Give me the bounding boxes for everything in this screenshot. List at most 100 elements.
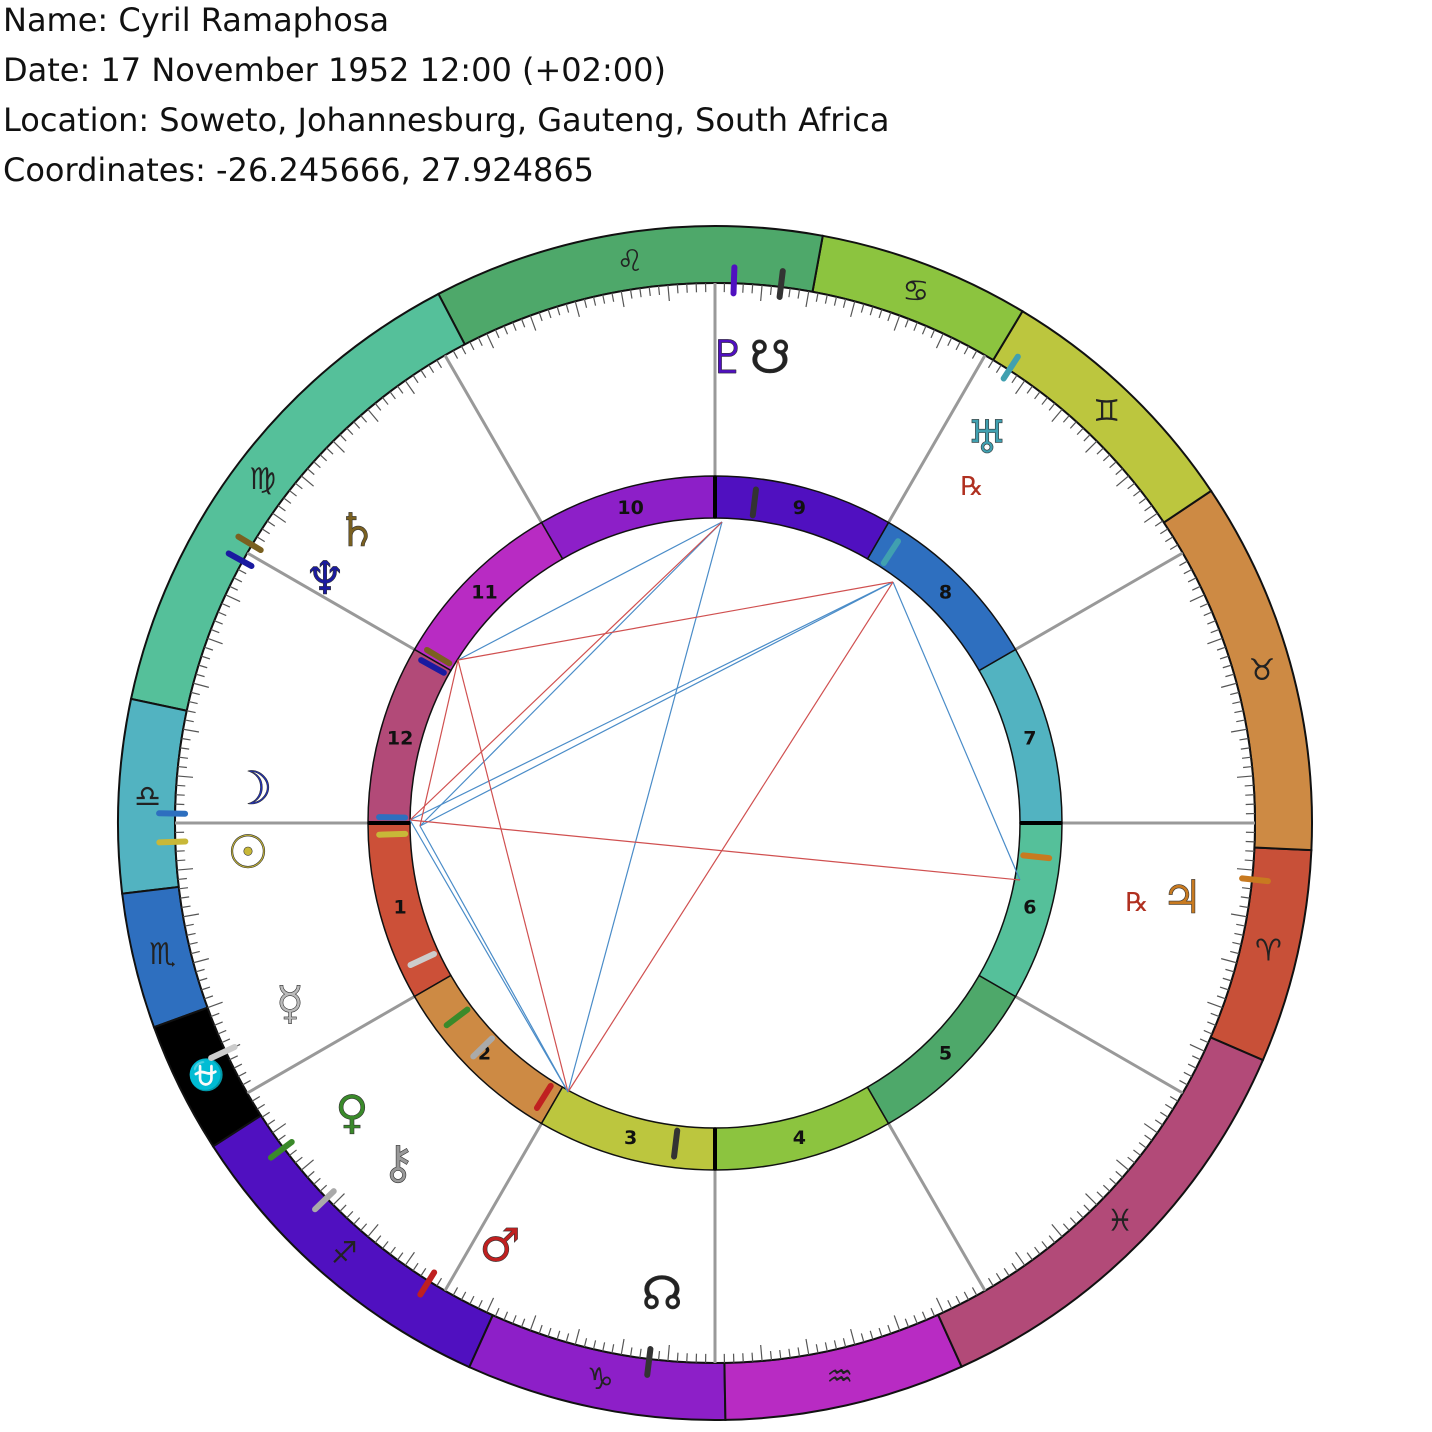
degree-tick bbox=[313, 461, 321, 469]
degree-tick bbox=[177, 765, 187, 769]
sign-glyph: ♓ bbox=[1107, 1204, 1134, 1239]
degree-tick bbox=[198, 977, 208, 982]
degree-tick bbox=[195, 968, 205, 973]
degree-tick bbox=[1187, 577, 1197, 583]
degree-tick bbox=[360, 1223, 368, 1231]
degree-tick bbox=[503, 325, 509, 335]
degree-tick bbox=[412, 1262, 419, 1272]
degree-tick bbox=[602, 294, 606, 304]
degree-tick bbox=[1085, 440, 1098, 453]
degree-tick bbox=[428, 364, 435, 374]
degree-tick bbox=[300, 1159, 314, 1171]
degree-tick bbox=[460, 345, 467, 355]
degree-tick bbox=[1219, 655, 1229, 660]
degree-tick bbox=[339, 1204, 347, 1212]
degree-tick bbox=[436, 1277, 443, 1287]
degree-tick bbox=[277, 505, 286, 512]
degree-tick bbox=[1241, 887, 1252, 890]
degree-tick bbox=[180, 747, 190, 750]
planet-marker bbox=[644, 1346, 654, 1378]
degree-tick bbox=[1207, 620, 1216, 625]
degree-tick bbox=[1220, 958, 1237, 964]
degree-tick bbox=[1183, 1071, 1193, 1078]
degree-tick bbox=[1034, 391, 1041, 400]
degree-tick bbox=[178, 756, 189, 759]
degree-tick bbox=[1011, 1262, 1018, 1272]
degree-tick bbox=[188, 700, 198, 705]
degree-tick bbox=[629, 289, 633, 299]
aspect-line bbox=[457, 659, 569, 1093]
degree-tick bbox=[201, 986, 211, 991]
degree-tick bbox=[1234, 710, 1244, 714]
degree-tick bbox=[1015, 1251, 1026, 1266]
degree-tick bbox=[190, 691, 200, 696]
degree-tick bbox=[266, 520, 276, 527]
house-cusp-line bbox=[443, 354, 543, 524]
degree-tick bbox=[1138, 497, 1147, 504]
degree-tick bbox=[332, 440, 345, 453]
degree-tick bbox=[201, 655, 211, 660]
degree-tick bbox=[788, 288, 791, 298]
degree-tick bbox=[1207, 637, 1223, 645]
degree-tick bbox=[382, 1241, 389, 1249]
degree-tick bbox=[289, 1149, 297, 1156]
degree-tick bbox=[1144, 505, 1153, 512]
degree-tick bbox=[1191, 585, 1201, 591]
degree-tick bbox=[556, 306, 561, 316]
degree-tick bbox=[1011, 374, 1018, 384]
degree-tick bbox=[272, 512, 287, 523]
degree-tick bbox=[620, 1338, 625, 1355]
degree-tick bbox=[1207, 1001, 1223, 1009]
house-number: 3 bbox=[624, 1127, 637, 1149]
degree-tick bbox=[229, 585, 239, 591]
planet-marker bbox=[235, 533, 264, 554]
degree-tick bbox=[256, 1103, 266, 1110]
retrograde-mark: ℞ bbox=[1125, 888, 1148, 918]
degree-tick bbox=[947, 1299, 953, 1309]
degree-tick bbox=[193, 958, 210, 964]
degree-tick bbox=[963, 1291, 970, 1301]
degree-tick bbox=[921, 325, 927, 335]
degree-tick bbox=[1096, 1191, 1104, 1199]
degree-tick bbox=[181, 737, 191, 741]
degree-tick bbox=[657, 1351, 661, 1361]
degree-tick bbox=[1076, 1210, 1084, 1219]
planet-marker bbox=[533, 1082, 554, 1111]
degree-tick bbox=[1219, 986, 1229, 991]
degree-tick bbox=[893, 315, 901, 331]
house-number: 12 bbox=[387, 728, 413, 750]
degree-tick bbox=[824, 1342, 828, 1352]
degree-tick bbox=[760, 1344, 763, 1361]
planet-marker bbox=[749, 486, 759, 519]
degree-tick bbox=[210, 1012, 220, 1018]
degree-tick bbox=[207, 1001, 223, 1009]
aspect-line bbox=[419, 521, 723, 827]
degree-tick bbox=[1133, 1149, 1141, 1156]
degree-tick bbox=[1096, 447, 1104, 455]
degree-tick bbox=[353, 421, 361, 429]
degree-tick bbox=[629, 1347, 633, 1357]
degree-tick bbox=[760, 285, 763, 302]
degree-tick bbox=[769, 1351, 773, 1361]
degree-tick bbox=[469, 1295, 475, 1305]
degree-tick bbox=[178, 887, 189, 890]
degree-tick bbox=[353, 1217, 361, 1225]
degree-tick bbox=[188, 941, 198, 946]
degree-tick bbox=[583, 298, 588, 308]
degree-tick bbox=[1239, 905, 1249, 909]
planet-marker bbox=[376, 830, 409, 838]
degree-tick bbox=[1164, 1103, 1174, 1110]
degree-tick bbox=[824, 294, 828, 304]
degree-tick bbox=[815, 292, 819, 302]
degree-tick bbox=[494, 329, 500, 339]
degree-tick bbox=[1102, 454, 1111, 462]
aspect-line bbox=[419, 659, 459, 827]
degree-tick bbox=[195, 673, 205, 678]
degree-tick bbox=[592, 296, 597, 306]
degree-tick bbox=[1069, 421, 1077, 429]
degree-tick bbox=[214, 1021, 223, 1026]
degree-tick bbox=[1232, 700, 1242, 705]
degree-tick bbox=[921, 1311, 927, 1321]
degree-tick bbox=[289, 490, 297, 497]
